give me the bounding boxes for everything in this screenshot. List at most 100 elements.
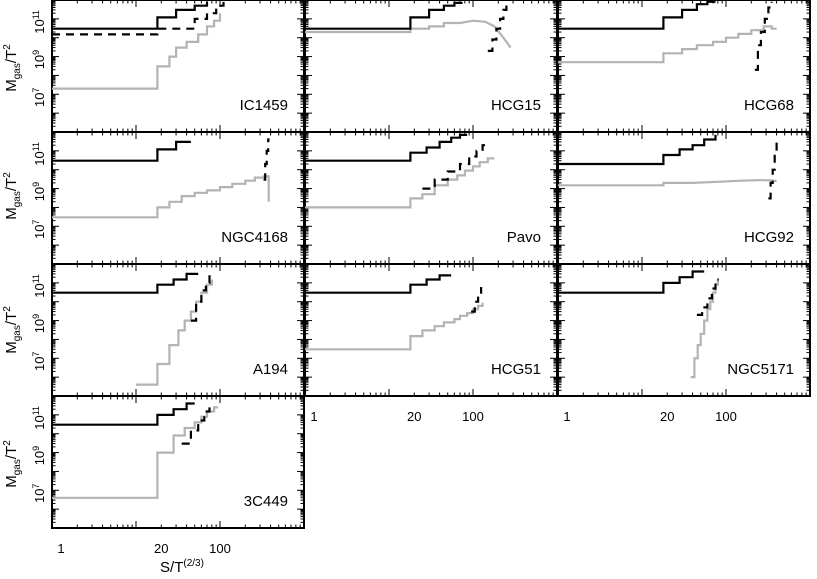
y-label-sup: 2 xyxy=(2,44,13,50)
panel-hcg68: HCG68 xyxy=(557,0,811,133)
series-black xyxy=(558,270,705,294)
series-grey xyxy=(52,175,270,219)
y-tick-base: 10 xyxy=(32,55,47,69)
y-tick-base: 10 xyxy=(32,451,47,465)
y-axis-label-row-4: Mgas/T2 xyxy=(2,440,23,488)
panel-series xyxy=(52,272,213,386)
y-tick-label: 107 xyxy=(31,88,47,107)
y-label-main: M xyxy=(3,79,20,92)
series-black xyxy=(558,134,717,166)
y-tick-base: 10 xyxy=(32,415,47,429)
panel-ic1459: IC1459 xyxy=(51,0,305,133)
panel-hcg92: HCG92 xyxy=(557,131,811,265)
y-tick-label: 1011 xyxy=(31,274,47,298)
series-black-dashed xyxy=(768,138,779,200)
panel-hcg51: HCG51 xyxy=(304,263,558,397)
y-tick-base: 10 xyxy=(32,225,47,239)
y-tick-exp: 7 xyxy=(31,352,41,357)
x-tick-label: 1 xyxy=(310,409,317,424)
x-tick-label: 20 xyxy=(660,409,674,424)
panel-label: HCG51 xyxy=(491,361,541,378)
x-axis-label: S/T(2/3) xyxy=(160,558,204,576)
y-tick-label: 107 xyxy=(31,352,47,371)
y-label-mid: /T xyxy=(3,446,20,459)
y-label-sub: gas xyxy=(12,459,23,475)
series-grey xyxy=(305,302,484,351)
series-black xyxy=(558,0,716,30)
panel-label: 3C449 xyxy=(244,493,288,510)
y-tick-label: 107 xyxy=(31,220,47,239)
y-tick-label: 109 xyxy=(31,446,47,465)
y-tick-base: 10 xyxy=(32,319,47,333)
series-black xyxy=(52,140,191,162)
y-label-mid: /T xyxy=(3,312,20,325)
y-tick-label: 1011 xyxy=(31,10,47,34)
x-tick-label: 100 xyxy=(715,409,737,424)
series-grey xyxy=(52,13,222,90)
panel-label: Pavo xyxy=(507,229,541,246)
series-grey xyxy=(558,178,777,187)
panel-a194: A194 xyxy=(51,263,305,397)
panel-ticks xyxy=(51,132,305,265)
series-grey xyxy=(305,157,495,209)
y-tick-exp: 9 xyxy=(31,50,41,55)
panel-ticks xyxy=(51,396,305,529)
panel-series xyxy=(558,134,779,200)
y-tick-base: 10 xyxy=(32,93,47,107)
y-label-sup: 2 xyxy=(2,440,13,446)
y-tick-base: 10 xyxy=(32,187,47,201)
y-label-sub: gas xyxy=(12,63,23,79)
series-black-dashed xyxy=(263,138,270,181)
panel-series xyxy=(305,1,512,52)
panel-series xyxy=(558,0,777,71)
series-grey xyxy=(690,279,719,379)
y-label-main: M xyxy=(3,341,20,354)
series-black xyxy=(52,402,195,426)
x-tick-label: 1 xyxy=(563,409,570,424)
x-tick-label: 100 xyxy=(209,541,231,556)
y-tick-exp: 7 xyxy=(31,220,41,225)
panel-label: A194 xyxy=(253,361,288,378)
y-tick-exp: 7 xyxy=(31,88,41,93)
y-tick-exp: 7 xyxy=(31,484,41,489)
panel-label: IC1459 xyxy=(240,97,288,114)
panel-series xyxy=(52,402,219,499)
panels-layer: IC1459 HCG15 HCG68 NGC4168 Pavo HCG92 A194 HCG5… xyxy=(31,0,811,556)
y-label-sup: 2 xyxy=(2,306,13,312)
tick-labels: 1071091011107109101110710910111071091011… xyxy=(31,10,737,556)
panel-series xyxy=(558,270,719,379)
series-black xyxy=(305,1,463,30)
series-grey xyxy=(52,406,219,499)
panel-pavo: Pavo xyxy=(304,131,558,265)
y-tick-exp: 11 xyxy=(31,406,41,415)
series-black xyxy=(52,1,209,30)
y-tick-exp: 11 xyxy=(31,142,41,151)
y-tick-base: 10 xyxy=(32,357,47,371)
y-tick-label: 1011 xyxy=(31,406,47,430)
x-label-main: S/T xyxy=(160,559,183,576)
panel-3c449: 3C449 xyxy=(51,395,305,529)
y-axis-label-row-3: Mgas/T2 xyxy=(2,306,23,354)
series-black-dashed xyxy=(754,1,773,71)
panel-ngc5171: NGC5171 xyxy=(557,263,811,397)
x-tick-label: 20 xyxy=(154,541,168,556)
y-label-mid: /T xyxy=(3,178,20,191)
series-black xyxy=(52,272,199,294)
axis-labels-layer: Mgas/T2 Mgas/T2 Mgas/T2 Mgas/T2 S/T(2/3) xyxy=(2,44,204,576)
y-tick-label: 107 xyxy=(31,484,47,503)
panel-ticks xyxy=(51,264,305,397)
x-tick-label: 100 xyxy=(462,409,484,424)
y-tick-exp: 11 xyxy=(31,274,41,283)
y-label-sup: 2 xyxy=(2,172,13,178)
series-black-dashed xyxy=(696,278,719,316)
series-grey xyxy=(558,25,777,64)
y-tick-base: 10 xyxy=(32,489,47,503)
panel-label: NGC4168 xyxy=(221,229,288,246)
panel-ticks xyxy=(304,264,558,397)
y-tick-exp: 9 xyxy=(31,182,41,187)
y-label-sub: gas xyxy=(12,325,23,341)
series-black xyxy=(305,274,452,294)
panel-label: HCG92 xyxy=(744,229,794,246)
series-black-dashed xyxy=(487,1,508,52)
y-tick-exp: 11 xyxy=(31,10,41,19)
